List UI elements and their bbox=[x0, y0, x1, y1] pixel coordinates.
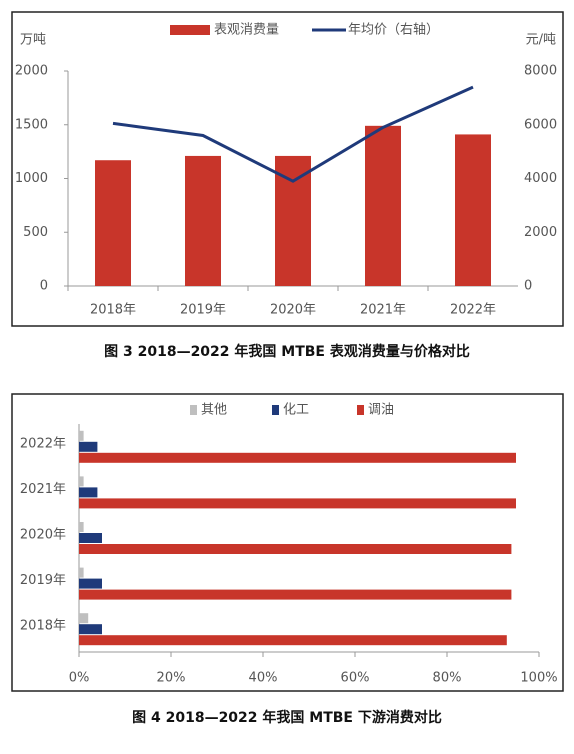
y-tick-label: 1500 bbox=[15, 117, 48, 132]
x-tick-label: 2019年 bbox=[180, 303, 226, 318]
y-tick-label: 2021年 bbox=[20, 482, 66, 497]
bar bbox=[79, 476, 84, 487]
bar bbox=[79, 635, 507, 646]
bar bbox=[365, 125, 401, 286]
line bbox=[112, 85, 474, 183]
chart-frame bbox=[11, 393, 564, 692]
chart-frame bbox=[11, 11, 564, 327]
y2-tick-label: 4000 bbox=[524, 171, 557, 186]
x-tick-label: 100% bbox=[520, 671, 557, 686]
bar bbox=[79, 441, 98, 452]
bar bbox=[79, 578, 102, 589]
caption: 图 4 2018—2022 年我国 MTBE 下游消费对比 bbox=[132, 709, 442, 726]
bar bbox=[79, 624, 102, 635]
x-tick-label: 40% bbox=[249, 671, 278, 686]
y-axis-label: 万吨 bbox=[20, 33, 46, 48]
legend-swatch bbox=[170, 25, 210, 35]
legend-label: 其他 bbox=[201, 403, 227, 418]
x-tick-label: 2020年 bbox=[270, 303, 316, 318]
legend-swatch bbox=[357, 405, 364, 415]
bar bbox=[79, 544, 512, 554]
y-tick-label: 0 bbox=[40, 279, 48, 294]
bar bbox=[275, 155, 311, 286]
x-tick-label: 60% bbox=[341, 671, 370, 686]
legend-label: 调油 bbox=[368, 403, 394, 418]
legend-swatch bbox=[272, 405, 279, 415]
x-tick-label: 80% bbox=[433, 671, 462, 686]
y2-tick-label: 8000 bbox=[524, 64, 557, 79]
bar bbox=[79, 487, 98, 498]
y-tick-label: 2018年 bbox=[20, 619, 66, 634]
y-tick-label: 1000 bbox=[15, 171, 48, 186]
bar bbox=[79, 430, 84, 441]
x-tick-label: 2022年 bbox=[450, 303, 496, 318]
x-tick-label: 20% bbox=[157, 671, 186, 686]
bar bbox=[95, 160, 131, 286]
y-tick-label: 2022年 bbox=[20, 436, 66, 451]
y2-tick-label: 6000 bbox=[524, 117, 557, 132]
bar bbox=[185, 155, 221, 286]
bar bbox=[79, 613, 89, 624]
legend-swatch bbox=[190, 405, 197, 415]
y2-axis-label: 元/吨 bbox=[526, 33, 556, 48]
legend-label: 化工 bbox=[283, 403, 309, 418]
x-tick-label: 0% bbox=[69, 671, 90, 686]
caption: 图 3 2018—2022 年我国 MTBE 表观消费量与价格对比 bbox=[104, 343, 470, 360]
y-tick-label: 500 bbox=[23, 225, 48, 240]
x-tick-label: 2021年 bbox=[360, 303, 406, 318]
y2-tick-label: 0 bbox=[524, 279, 532, 294]
y2-tick-label: 2000 bbox=[524, 225, 557, 240]
bar bbox=[79, 589, 512, 600]
legend-label: 表观消费量 bbox=[214, 23, 279, 38]
y-tick-label: 2020年 bbox=[20, 528, 66, 543]
y-tick-label: 2019年 bbox=[20, 573, 66, 588]
bar bbox=[79, 498, 516, 509]
bar bbox=[79, 452, 516, 463]
x-tick-label: 2018年 bbox=[90, 303, 136, 318]
bar bbox=[79, 567, 84, 578]
bar bbox=[79, 533, 102, 543]
legend-label: 年均价（右轴） bbox=[348, 23, 439, 38]
bar bbox=[455, 134, 491, 286]
bar bbox=[79, 522, 84, 532]
y-tick-label: 2000 bbox=[15, 64, 48, 79]
